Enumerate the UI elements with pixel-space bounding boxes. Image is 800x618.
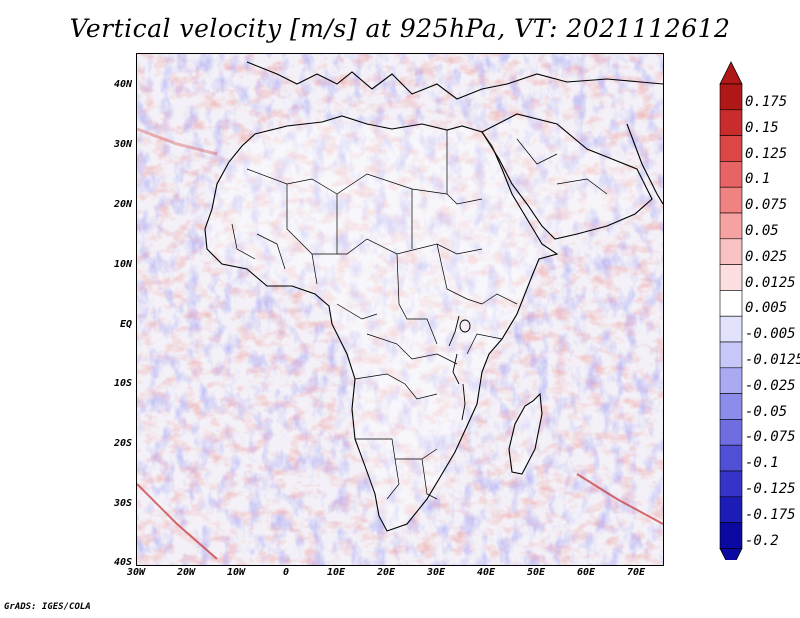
lon-label: 0 — [282, 567, 290, 578]
colorbar-cell — [719, 393, 743, 420]
colorbar-top-arrow — [719, 61, 743, 85]
lon-label: 10W — [226, 567, 246, 578]
colorbar-cell — [719, 264, 743, 291]
colorbar-label: 0.025 — [745, 248, 788, 265]
colorbar-cell — [719, 367, 743, 394]
lat-label: EQ — [119, 319, 132, 330]
colorbar-cell — [719, 341, 743, 369]
colorbar-label: -0.05 — [745, 403, 788, 420]
southeast-front-streak — [576, 473, 663, 525]
colorbar-cell — [719, 444, 743, 472]
india-coastline — [626, 123, 663, 205]
map-plot-area — [136, 53, 664, 566]
south-front-streak — [137, 483, 218, 560]
lat-label: 30S — [113, 498, 132, 509]
colorbar-cell — [719, 212, 743, 240]
lon-label: 40E — [476, 567, 496, 578]
colorbar-cell — [719, 186, 743, 214]
colorbar-cell — [719, 419, 743, 446]
colorbar-cell — [719, 238, 743, 265]
colorbar-cell — [719, 290, 743, 317]
colorbar-label: -0.1 — [745, 455, 779, 472]
colorbar-label: 0.05 — [745, 222, 779, 239]
colorbar-label: 0.1 — [745, 171, 771, 188]
colorbar-label: -0.0125 — [745, 351, 800, 368]
colorbar-label: -0.005 — [745, 326, 796, 343]
colorbar-cell — [719, 315, 743, 343]
lon-label: 60E — [576, 567, 596, 578]
lon-label: 20E — [376, 567, 396, 578]
colorbar-cell — [719, 83, 743, 111]
lat-label: 20N — [113, 199, 132, 210]
colorbar-label: 0.15 — [745, 119, 779, 136]
colorbar — [719, 61, 743, 560]
grads-credit: GrADS: IGES/COLA — [4, 602, 91, 612]
lat-label: 20S — [113, 438, 132, 449]
colorbar-label: 0.005 — [745, 300, 788, 317]
lon-label: 70E — [626, 567, 646, 578]
colorbar-label: -0.175 — [745, 506, 796, 523]
europe-coastline — [246, 61, 663, 100]
lat-label: 40N — [113, 79, 132, 90]
colorbar-label: 0.075 — [745, 197, 788, 214]
lat-label: 10S — [113, 378, 132, 389]
lat-label: 10N — [113, 259, 132, 270]
lat-label: 40S — [113, 557, 132, 568]
country-borders — [231, 130, 608, 500]
colorbar-bottom-arrow — [719, 548, 743, 560]
colorbar-label: -0.075 — [745, 429, 796, 446]
northwest-band — [137, 127, 218, 156]
great-lakes — [448, 315, 471, 421]
colorbar-label: 0.175 — [745, 93, 788, 110]
madagascar-coastline — [508, 392, 543, 475]
colorbar-label: 0.0125 — [745, 274, 796, 291]
colorbar-cell — [719, 522, 743, 549]
africa-coastline — [204, 115, 559, 532]
colorbar-cell — [719, 470, 743, 498]
colorbar-label: -0.125 — [745, 480, 796, 497]
vertical-velocity-field — [137, 54, 663, 565]
lon-label: 30E — [426, 567, 446, 578]
lon-label: 50E — [526, 567, 546, 578]
lon-label: 10E — [326, 567, 346, 578]
colorbar-cell — [719, 496, 743, 523]
arabia-coastline — [481, 113, 653, 240]
colorbar-cell — [719, 109, 743, 136]
map-title: Vertical velocity [m/s] at 925hPa, VT: 2… — [69, 14, 731, 43]
lon-label: 30W — [126, 567, 146, 578]
colorbar-cell — [719, 135, 743, 162]
colorbar-label: 0.125 — [745, 145, 788, 162]
lat-label: 30N — [113, 139, 132, 150]
colorbar-label: -0.2 — [745, 532, 779, 549]
colorbar-label: -0.025 — [745, 377, 796, 394]
lon-label: 20W — [176, 567, 196, 578]
colorbar-cell — [719, 161, 743, 188]
